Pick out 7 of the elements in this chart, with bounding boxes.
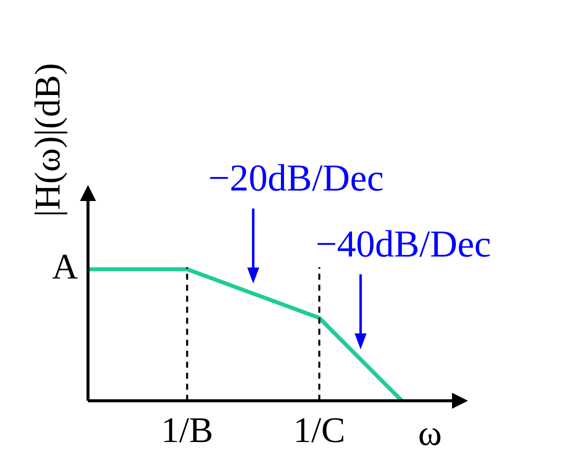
y-axis-title: |H(ω)|(dB) bbox=[27, 62, 68, 218]
x-tick-label: 1/C bbox=[293, 410, 346, 450]
x-tick-label: 1/B bbox=[161, 410, 214, 450]
x-axis-title: ω bbox=[418, 412, 442, 453]
text: −20dB/Dec bbox=[208, 158, 384, 200]
text: −40dB/Dec bbox=[316, 223, 492, 266]
text: A bbox=[52, 246, 78, 287]
